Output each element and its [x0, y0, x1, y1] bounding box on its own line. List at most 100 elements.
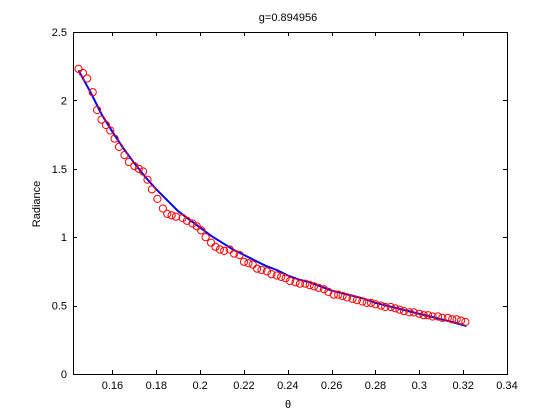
y-axis-ticks: 0 0.5 1 1.5 2 2.5 [52, 27, 507, 381]
axes [73, 32, 508, 375]
data-point [362, 298, 371, 307]
data-point [310, 282, 319, 291]
data-point [267, 270, 276, 279]
data-point [348, 294, 357, 303]
data-point [381, 302, 390, 312]
data-point [239, 257, 249, 266]
data-point [120, 151, 129, 160]
data-point [305, 281, 314, 290]
data-point [415, 309, 424, 318]
data-point [130, 162, 139, 171]
data-point [338, 291, 347, 301]
data-point [220, 246, 229, 255]
data-point [395, 305, 404, 314]
data-point [334, 290, 343, 299]
data-point [197, 226, 206, 235]
data-point [106, 126, 115, 135]
x-tick-label: 0.2 [192, 380, 207, 392]
data-point [319, 285, 329, 294]
data-point [114, 142, 124, 151]
data-point [97, 115, 106, 124]
x-tick-label: 0.34 [496, 380, 517, 392]
y-tick-label: 0 [61, 369, 67, 381]
y-tick-label: 2.5 [52, 27, 67, 39]
data-point [153, 194, 162, 203]
data-point [134, 164, 143, 173]
data-point [358, 297, 367, 306]
y-tick-label: 2 [61, 95, 67, 107]
data-point [139, 167, 148, 176]
data-point [83, 74, 92, 83]
data-point [110, 134, 119, 143]
data-point [211, 242, 220, 251]
x-tick-label: 0.28 [365, 380, 386, 392]
data-point [225, 245, 234, 254]
data-point [405, 308, 414, 317]
data-point [291, 278, 300, 287]
data-point [171, 212, 181, 221]
y-tick-label: 1.5 [52, 164, 67, 176]
data-point [235, 250, 244, 260]
data-point [452, 315, 461, 324]
data-point [101, 120, 111, 130]
data-point [192, 222, 201, 231]
data-point [301, 279, 310, 288]
data-point [428, 312, 437, 321]
data-point [438, 313, 447, 322]
x-tick-label: 0.32 [452, 380, 473, 392]
data-point [253, 264, 262, 273]
data-point [409, 308, 418, 317]
data-point [178, 213, 187, 223]
data-point [433, 312, 443, 321]
data-point [207, 238, 216, 247]
data-point [158, 204, 167, 213]
data-point [163, 209, 172, 218]
data-point [295, 279, 304, 288]
data-point [281, 274, 290, 283]
data-point [188, 219, 197, 228]
fit-curve-line [77, 69, 467, 328]
data-point [78, 68, 88, 78]
data-point [248, 260, 257, 269]
data-point [443, 313, 452, 322]
data-point [74, 64, 83, 74]
data-point [314, 283, 323, 292]
data-point [124, 157, 133, 167]
data-point [244, 259, 253, 268]
y-tick-label: 1 [61, 232, 67, 244]
chart-title: g=0.894956 [259, 12, 317, 24]
data-point [367, 298, 376, 307]
data-point [272, 271, 281, 280]
data-point [147, 185, 156, 194]
data-point [386, 302, 395, 312]
x-axis-ticks: 0.16 0.18 0.2 0.22 0.24 0.26 0.28 0.3 0.32 0.34 [102, 32, 518, 392]
x-tick-label: 0.16 [102, 380, 123, 392]
fit-curve-series [77, 69, 467, 328]
data-point [285, 276, 295, 286]
data-point [167, 211, 176, 220]
data-point [352, 296, 361, 305]
data-point [461, 317, 470, 327]
plot-frame [73, 32, 508, 375]
data-point [257, 265, 266, 275]
measured-points-series [74, 64, 470, 327]
x-tick-label: 0.26 [321, 380, 342, 392]
data-point [371, 300, 380, 309]
data-point [424, 311, 433, 320]
y-tick-label: 0.5 [52, 301, 67, 313]
x-tick-label: 0.24 [277, 380, 298, 392]
data-point [143, 175, 152, 184]
y-axis-label: Radiance [31, 181, 43, 227]
data-point [342, 293, 352, 302]
data-point [399, 307, 409, 316]
x-tick-label: 0.3 [412, 380, 427, 392]
data-point [329, 290, 338, 299]
data-point [376, 301, 386, 310]
data-point [215, 245, 224, 254]
data-point [93, 105, 102, 115]
data-point [391, 304, 400, 313]
data-point [277, 272, 286, 281]
data-point [456, 316, 466, 325]
